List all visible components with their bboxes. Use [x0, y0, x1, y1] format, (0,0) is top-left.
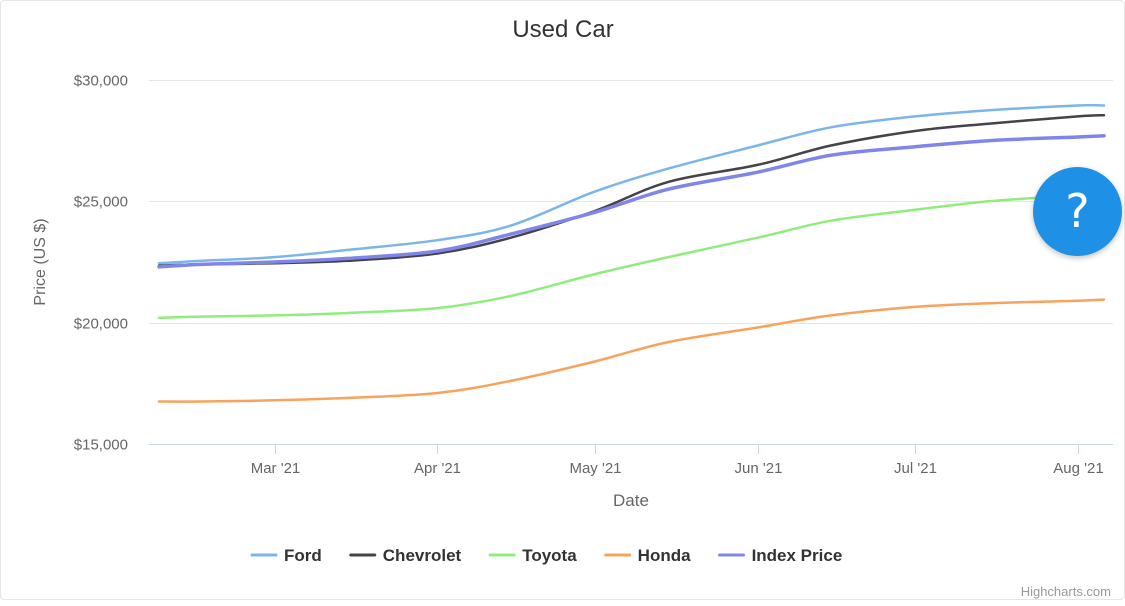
- x-tick-label: Jul '21: [894, 460, 937, 477]
- y-tick-label: $20,000: [74, 316, 128, 333]
- legend-label: Chevrolet: [383, 546, 462, 565]
- series-line-index-price: [157, 134, 1106, 269]
- legend-label: Honda: [638, 546, 691, 565]
- x-tick-label: Mar '21: [251, 460, 301, 477]
- x-axis: Mar '21 Apr '21 May '21 Jun '21 Jul '21 Aug '…: [251, 444, 1104, 477]
- y-axis-ticks: $15,000 $20,000 $25,000 $30,000: [74, 73, 128, 454]
- series-line-ford: [157, 103, 1106, 265]
- chart-title: Used Car: [512, 16, 613, 43]
- y-tick-label: $25,000: [74, 194, 128, 211]
- help-button[interactable]: ?: [1033, 167, 1122, 256]
- legend: Ford Chevrolet Toyota Honda Index Price: [250, 546, 843, 565]
- x-axis-title: Date: [613, 491, 649, 510]
- series-line-toyota: [157, 192, 1106, 320]
- x-tick-label: Apr '21: [414, 460, 461, 477]
- series-line-chevrolet: [157, 113, 1106, 267]
- series-lines: [157, 103, 1106, 403]
- y-tick-label: $30,000: [74, 73, 128, 90]
- legend-item-toyota[interactable]: Toyota: [488, 546, 577, 565]
- legend-item-honda[interactable]: Honda: [604, 546, 691, 565]
- y-tick-label: $15,000: [74, 437, 128, 454]
- x-tick-label: Jun '21: [735, 460, 783, 477]
- y-axis-title: Price (US $): [32, 218, 49, 305]
- question-icon: ?: [1065, 183, 1090, 238]
- credits-link[interactable]: Highcharts.com: [1021, 584, 1111, 599]
- x-tick-label: May '21: [569, 460, 621, 477]
- legend-item-ford[interactable]: Ford: [250, 546, 322, 565]
- legend-label: Index Price: [752, 546, 843, 565]
- x-tick-label: Aug '21: [1053, 460, 1103, 477]
- series-line-honda: [157, 298, 1106, 403]
- legend-item-chevrolet[interactable]: Chevrolet: [349, 546, 462, 565]
- legend-label: Ford: [284, 546, 322, 565]
- legend-label: Toyota: [522, 546, 577, 565]
- legend-item-index-price[interactable]: Index Price: [718, 546, 843, 565]
